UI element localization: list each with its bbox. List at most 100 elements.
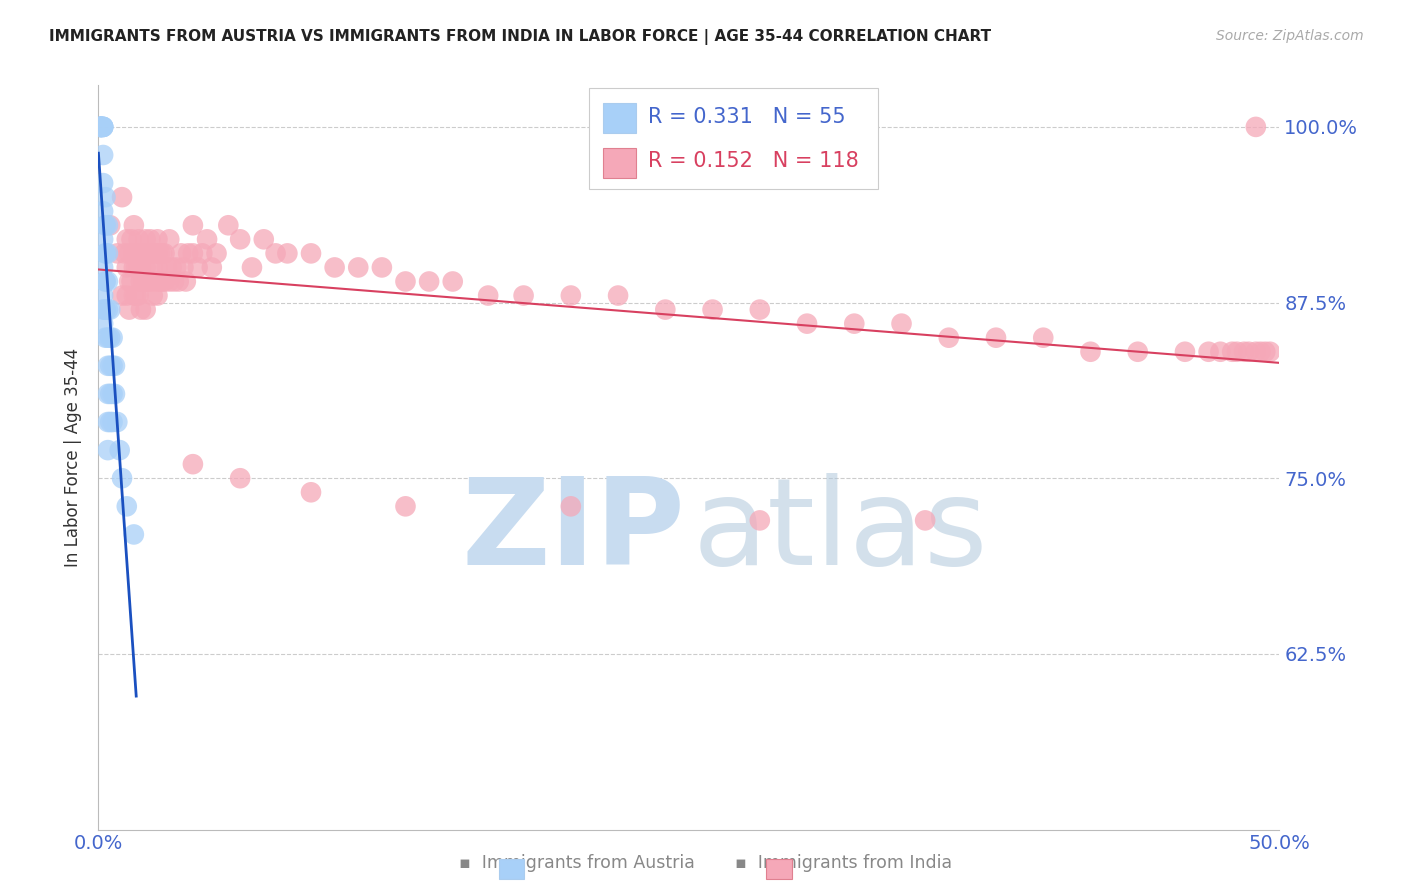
Immigrants from India [217, 219, 239, 233]
Immigrants from India [172, 260, 194, 275]
Immigrants from India [1233, 344, 1256, 359]
Immigrants from India [149, 275, 172, 289]
Immigrants from India [796, 317, 818, 331]
Immigrants from Austria [101, 331, 124, 345]
Immigrants from India [347, 260, 370, 275]
Immigrants from India [323, 260, 346, 275]
Immigrants from India [560, 500, 582, 514]
Immigrants from India [153, 275, 176, 289]
Immigrants from India [146, 246, 169, 260]
Immigrants from Austria [90, 120, 112, 134]
Y-axis label: In Labor Force | Age 35-44: In Labor Force | Age 35-44 [65, 348, 83, 566]
Immigrants from India [914, 513, 936, 527]
Immigrants from Austria [90, 120, 112, 134]
Immigrants from Austria [91, 204, 114, 219]
Immigrants from India [150, 246, 173, 260]
Immigrants from India [135, 302, 157, 317]
Immigrants from India [125, 246, 148, 260]
Immigrants from Austria [94, 302, 117, 317]
Immigrants from India [477, 288, 499, 302]
Immigrants from India [174, 275, 197, 289]
Immigrants from India [187, 260, 209, 275]
Immigrants from Austria [94, 190, 117, 204]
Immigrants from India [890, 317, 912, 331]
Immigrants from India [607, 288, 630, 302]
Immigrants from India [115, 260, 138, 275]
FancyBboxPatch shape [603, 148, 636, 178]
Immigrants from India [181, 246, 204, 260]
Immigrants from India [205, 246, 228, 260]
Immigrants from India [394, 500, 416, 514]
Immigrants from India [1220, 344, 1243, 359]
Immigrants from Austria [90, 120, 112, 134]
Immigrants from India [512, 288, 534, 302]
Immigrants from Austria [97, 275, 120, 289]
Immigrants from Austria [90, 120, 112, 134]
Immigrants from India [132, 246, 155, 260]
Immigrants from India [1198, 344, 1220, 359]
Immigrants from Austria [101, 415, 124, 429]
Immigrants from India [125, 288, 148, 302]
Immigrants from India [98, 219, 121, 233]
Immigrants from India [135, 260, 157, 275]
Immigrants from India [654, 302, 676, 317]
Immigrants from Austria [122, 527, 145, 541]
Immigrants from India [122, 260, 145, 275]
Immigrants from India [191, 246, 214, 260]
Immigrants from India [135, 246, 157, 260]
Immigrants from India [163, 275, 186, 289]
Immigrants from India [153, 246, 176, 260]
Immigrants from Austria [111, 471, 134, 485]
Immigrants from India [125, 260, 148, 275]
Immigrants from India [229, 232, 252, 246]
Immigrants from India [139, 246, 162, 260]
Immigrants from Austria [97, 219, 120, 233]
Immigrants from India [129, 275, 152, 289]
Immigrants from Austria [105, 415, 128, 429]
Immigrants from India [149, 246, 172, 260]
Immigrants from Austria [91, 120, 114, 134]
Immigrants from Austria [94, 246, 117, 260]
Immigrants from Austria [104, 359, 127, 373]
Immigrants from India [276, 246, 298, 260]
Immigrants from India [146, 260, 169, 275]
Immigrants from Austria [97, 443, 120, 458]
FancyBboxPatch shape [603, 103, 636, 133]
Immigrants from India [111, 288, 134, 302]
Immigrants from India [160, 260, 183, 275]
Immigrants from Austria [91, 260, 114, 275]
Immigrants from Austria [90, 120, 112, 134]
Immigrants from India [115, 232, 138, 246]
Immigrants from India [150, 275, 173, 289]
Immigrants from India [135, 275, 157, 289]
Immigrants from Austria [90, 120, 112, 134]
Immigrants from Austria [104, 387, 127, 401]
Immigrants from Austria [97, 415, 120, 429]
Immigrants from India [1244, 120, 1267, 134]
Immigrants from India [195, 232, 218, 246]
Immigrants from India [156, 260, 179, 275]
Immigrants from India [118, 302, 141, 317]
Immigrants from India [1258, 344, 1281, 359]
Immigrants from Austria [97, 331, 120, 345]
Immigrants from India [1244, 344, 1267, 359]
Immigrants from India [121, 275, 143, 289]
Immigrants from Austria [101, 359, 124, 373]
Immigrants from Austria [91, 120, 114, 134]
Immigrants from India [181, 219, 204, 233]
Text: IMMIGRANTS FROM AUSTRIA VS IMMIGRANTS FROM INDIA IN LABOR FORCE | AGE 35-44 CORR: IMMIGRANTS FROM AUSTRIA VS IMMIGRANTS FR… [49, 29, 991, 45]
Immigrants from India [129, 302, 152, 317]
Immigrants from India [143, 275, 166, 289]
Immigrants from India [240, 260, 263, 275]
Immigrants from Austria [98, 387, 121, 401]
Immigrants from India [143, 246, 166, 260]
Immigrants from India [167, 275, 190, 289]
Immigrants from India [560, 288, 582, 302]
Immigrants from Austria [98, 359, 121, 373]
Immigrants from India [441, 275, 464, 289]
Immigrants from India [157, 275, 180, 289]
Immigrants from Austria [98, 331, 121, 345]
Immigrants from Austria [94, 302, 117, 317]
Immigrants from India [105, 246, 128, 260]
Text: R = 0.331   N = 55: R = 0.331 N = 55 [648, 107, 845, 127]
